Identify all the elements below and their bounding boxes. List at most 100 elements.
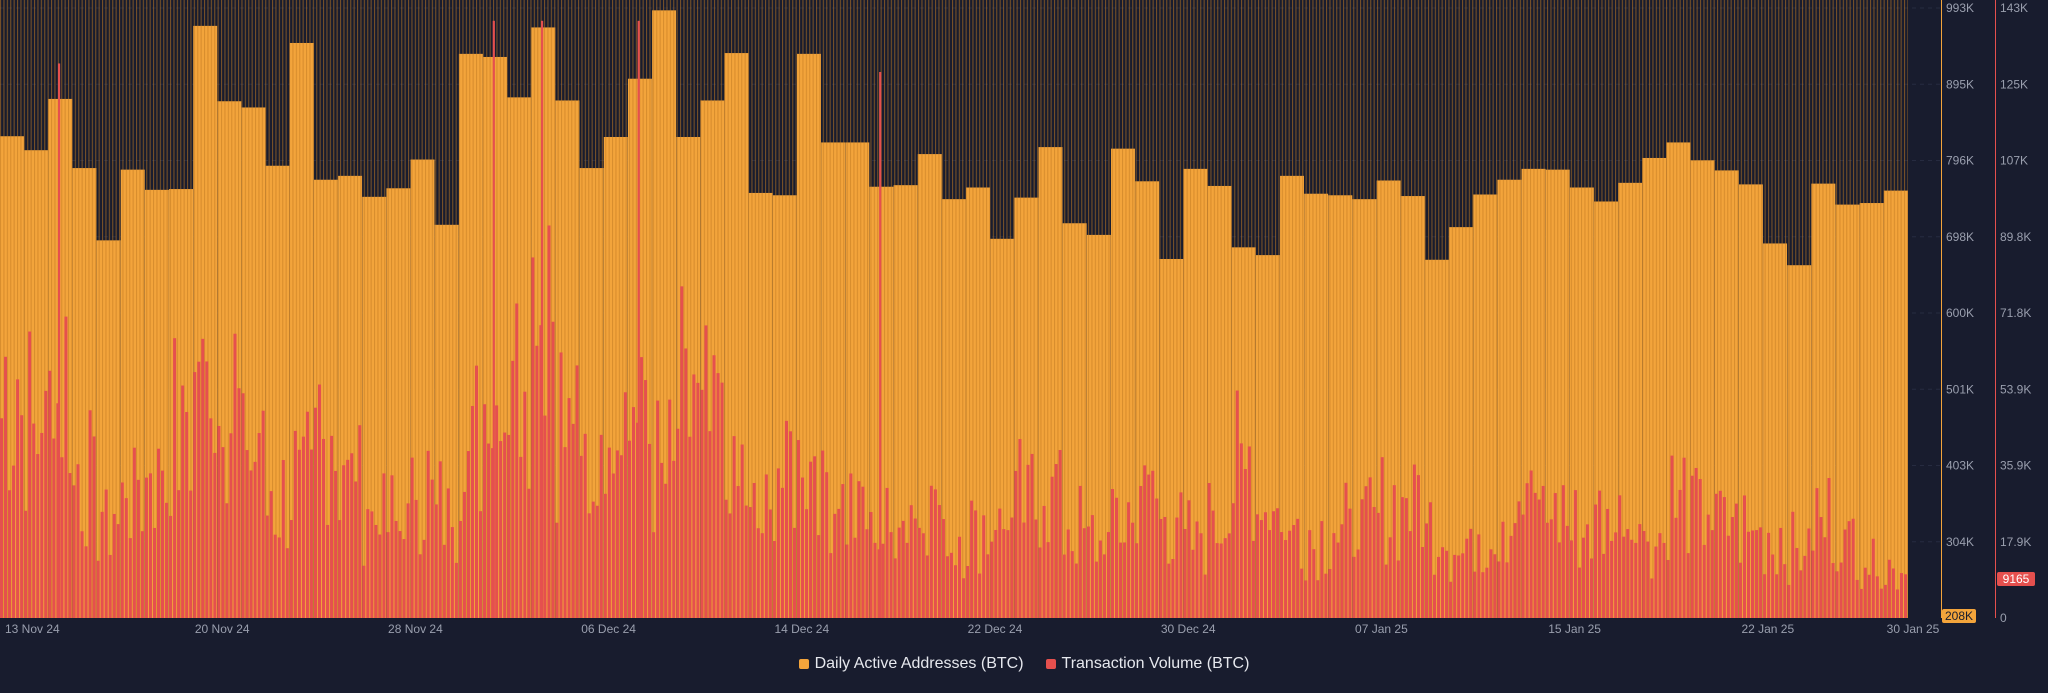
volume-bar: [1706, 514, 1710, 618]
volume-bar: [1461, 553, 1465, 618]
volume-bar: [1549, 519, 1553, 618]
volume-bar: [1565, 525, 1569, 618]
volume-bar: [1428, 502, 1433, 618]
volume-bar: [1368, 477, 1372, 618]
legend-label-volume: Transaction Volume (BTC): [1061, 655, 1250, 672]
volume-bar: [1239, 443, 1243, 618]
volume-bar: [1392, 485, 1396, 618]
x-axis-tick-label: 15 Jan 25: [1548, 622, 1601, 636]
volume-bar: [1412, 464, 1416, 618]
volume-bar: [1891, 568, 1895, 618]
volume-bar: [648, 443, 652, 618]
volume-bar: [1006, 530, 1010, 618]
volume-bar: [1336, 542, 1340, 618]
volume-bar: [209, 418, 213, 618]
volume-bar: [668, 399, 672, 618]
volume-bar: [543, 415, 547, 618]
volume-bar: [1328, 568, 1332, 618]
volume-bar: [591, 501, 595, 618]
volume-bar: [1646, 541, 1650, 618]
volume-bar: [430, 479, 434, 618]
volume-bar: [1300, 568, 1304, 618]
volume-bar: [1779, 527, 1783, 618]
volume-bar: [1505, 562, 1509, 618]
volume-bar: [358, 425, 362, 618]
volume-bar: [1521, 514, 1525, 618]
volume-bar: [1348, 508, 1352, 618]
volume-bar: [921, 533, 925, 618]
volume-bar: [446, 488, 450, 618]
volume-bar: [1292, 525, 1296, 618]
volume-bar: [660, 462, 664, 618]
volume-bar: [1131, 522, 1135, 618]
left-axis-tick-label: 796K: [1946, 154, 1974, 168]
volume-bar: [563, 447, 567, 618]
left-axis-tick-label: 600K: [1946, 306, 1974, 320]
volume-bar: [1678, 489, 1682, 618]
volume-bar: [1702, 544, 1706, 618]
volume-bar: [161, 470, 165, 618]
volume-bar: [893, 558, 897, 618]
volume-bar: [1127, 502, 1131, 618]
volume-bar: [792, 527, 797, 618]
volume-bar: [1255, 514, 1259, 618]
volume-bar: [1352, 556, 1356, 618]
volume-bar: [44, 390, 48, 618]
volume-bar: [301, 436, 305, 618]
volume-bar: [1811, 550, 1815, 618]
volume-bar: [1420, 547, 1424, 618]
volume-bar: [1203, 574, 1207, 618]
volume-bar: [1441, 547, 1445, 618]
volume-bar: [426, 450, 430, 618]
volume-bar: [253, 461, 257, 618]
volume-bar: [954, 565, 958, 618]
transaction-volume-bars: [0, 20, 1907, 619]
volume-bar: [1590, 558, 1594, 618]
volume-bar: [1783, 564, 1787, 618]
volume-bar: [1296, 518, 1300, 618]
volume-bar: [20, 415, 24, 618]
volume-bar: [1094, 561, 1098, 618]
volume-bar: [559, 352, 563, 618]
volume-bar: [1115, 497, 1119, 618]
volume-bar: [1827, 478, 1831, 618]
volume-bar: [108, 554, 112, 618]
volume-bar: [124, 498, 128, 618]
volume-bar: [1002, 529, 1006, 618]
volume-bar: [821, 450, 825, 618]
volume-bar: [688, 436, 692, 618]
volume-bar: [390, 475, 394, 618]
volume-bar: [60, 457, 64, 618]
volume-bar: [370, 511, 374, 618]
volume-bar: [1324, 573, 1328, 618]
legend-item-transaction-volume[interactable]: Transaction Volume (BTC): [1045, 655, 1250, 673]
volume-bar: [881, 543, 885, 618]
volume-bar: [1662, 542, 1666, 618]
volume-bar: [1489, 549, 1493, 618]
volume-bar: [1243, 469, 1247, 618]
volume-bar: [772, 541, 776, 618]
volume-bar: [652, 532, 656, 618]
volume-bar: [205, 361, 209, 618]
volume-bar: [849, 473, 853, 618]
volume-bar: [760, 533, 764, 618]
volume-bar: [1718, 490, 1722, 618]
volume-bar: [656, 400, 660, 618]
volume-bar: [92, 436, 96, 618]
volume-bar: [269, 491, 273, 618]
volume-bar: [378, 534, 382, 618]
volume-bar: [704, 325, 708, 618]
volume-bar: [398, 531, 402, 618]
volume-bar: [640, 357, 644, 618]
volume-bar: [1018, 439, 1022, 618]
volume-bar: [909, 505, 913, 618]
volume-bar: [776, 468, 780, 618]
volume-bar: [1618, 495, 1622, 618]
volume-bar: [96, 560, 100, 618]
volume-spike-bar: [637, 20, 640, 619]
volume-bar: [450, 527, 454, 618]
volume-bar: [1666, 559, 1670, 618]
legend-item-daily-active-addresses[interactable]: Daily Active Addresses (BTC): [798, 655, 1024, 673]
volume-bar: [998, 508, 1002, 618]
volume-bar: [330, 435, 334, 618]
